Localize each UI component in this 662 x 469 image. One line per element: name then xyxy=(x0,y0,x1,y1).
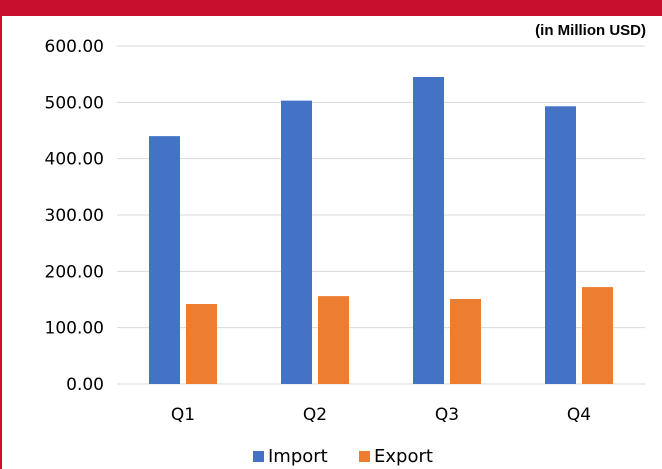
legend-label-export[interactable]: Export xyxy=(374,446,433,467)
legend[interactable]: Import Export xyxy=(253,446,433,467)
bar-import-q4 xyxy=(545,106,576,384)
y-tick-label: 200.00 xyxy=(45,262,104,282)
unit-note: (in Million USD) xyxy=(535,22,646,39)
left-accent-border xyxy=(0,16,2,469)
y-tick-label: 600.00 xyxy=(45,37,104,57)
bar-export-q1 xyxy=(186,304,217,384)
y-tick-label: 400.00 xyxy=(45,150,104,170)
x-category-label: Q1 xyxy=(171,405,195,425)
bar-import-q3 xyxy=(413,76,444,384)
bar-export-q4 xyxy=(582,287,613,384)
bar-import-q2 xyxy=(281,100,312,384)
bar-export-q2 xyxy=(318,296,349,384)
y-tick-label: 300.00 xyxy=(45,206,104,226)
x-category-label: Q3 xyxy=(435,405,459,425)
x-category-label: Q2 xyxy=(303,405,327,425)
legend-label-import[interactable]: Import xyxy=(268,446,328,467)
legend-swatch-import xyxy=(253,451,264,462)
x-category-label: Q4 xyxy=(567,405,591,425)
y-tick-label: 500.00 xyxy=(45,93,104,113)
bar-import-q1 xyxy=(149,136,180,384)
y-axis-ticks: 0.00 100.00 200.00 300.00 400.00 500.00 600.00 xyxy=(45,37,104,395)
top-accent-bar xyxy=(0,0,662,16)
y-tick-label: 100.00 xyxy=(45,319,104,339)
bars xyxy=(149,76,613,384)
legend-swatch-export xyxy=(359,451,370,462)
x-axis-categories: Q1 Q2 Q3 Q4 xyxy=(171,405,591,425)
bar-export-q3 xyxy=(450,298,481,384)
y-tick-label: 0.00 xyxy=(66,375,104,395)
